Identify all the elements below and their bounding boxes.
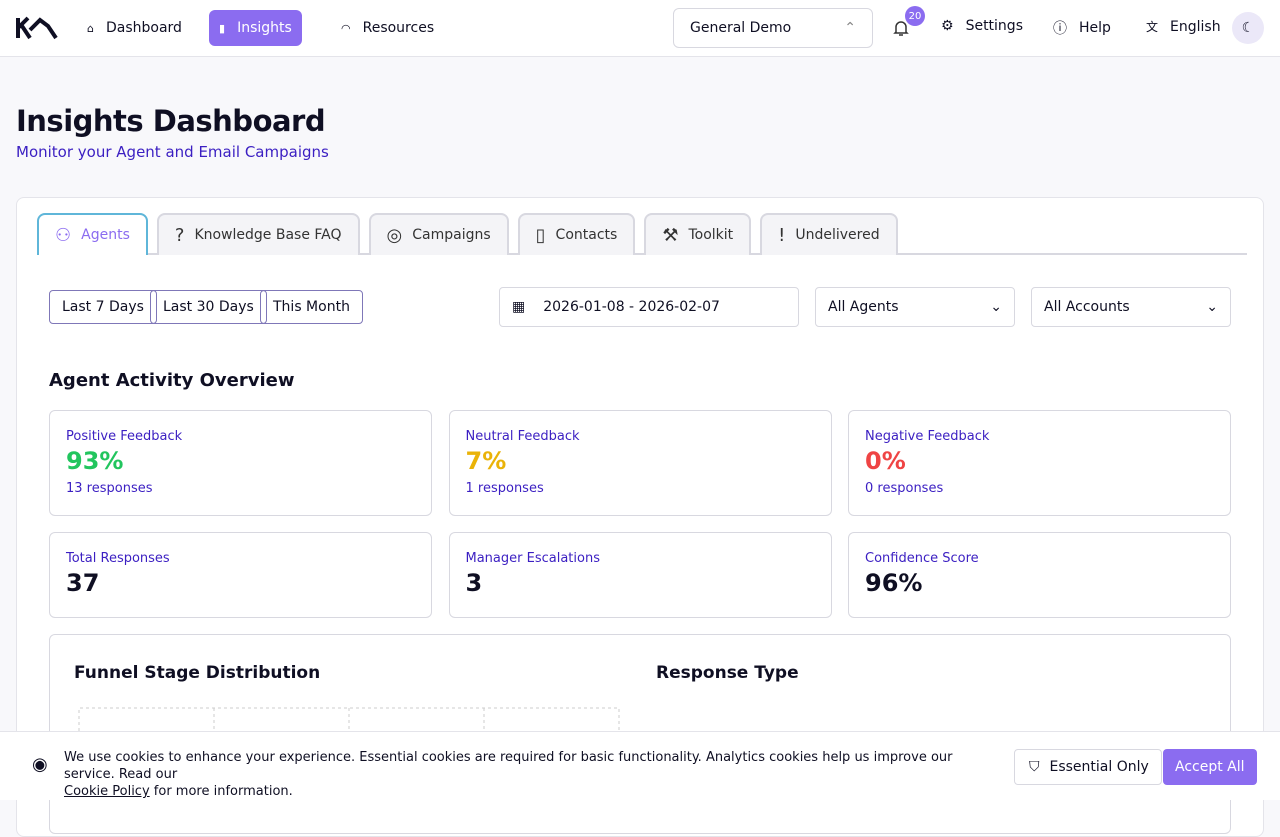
cookie-text: We use cookies to enhance your experienc… (64, 749, 984, 800)
gear-icon: ⚙ (941, 18, 954, 34)
logo[interactable] (16, 16, 58, 40)
nav-item[interactable]: ◠ Resources (331, 10, 444, 46)
cookie-banner: ◉ We use cookies to enhance your experie… (0, 731, 1280, 800)
stat-label: Confidence Score (865, 551, 979, 566)
stat-label: Positive Feedback (66, 429, 183, 444)
stat-value: 93% (66, 447, 124, 475)
cookie-icon: ◉ (32, 754, 48, 775)
stat-card: Manager Escalations 3 (448, 532, 832, 618)
stat-value: 3 (465, 569, 483, 597)
stat-sub: 1 responses (465, 481, 544, 496)
stat-value: 7% (465, 447, 507, 475)
language-select[interactable]: 文 English (1146, 18, 1221, 35)
tab-label: Contacts (555, 227, 618, 243)
essential-label: Essential Only (1049, 759, 1149, 775)
stat-card: Neutral Feedback 7% 1 responses (448, 410, 832, 516)
chevrons: ⌃ (844, 20, 856, 36)
calendar-icon: ▦ (512, 299, 526, 315)
stat-value: 0% (865, 447, 906, 475)
accounts-select[interactable]: All Accounts ⌄ (1031, 287, 1231, 327)
tab[interactable]: ◎ Campaigns (368, 213, 509, 255)
tab-icon: ◎ (386, 224, 403, 246)
page-title: Insights Dashboard (16, 104, 326, 138)
response-title: Response Type (656, 663, 799, 683)
funnel-title: Funnel Stage Distribution (74, 663, 321, 683)
agents-select[interactable]: All Agents ⌄ (815, 287, 1015, 327)
cookie-message: We use cookies to enhance your experienc… (64, 750, 953, 782)
tab[interactable]: ⚒ Toolkit (644, 213, 752, 255)
nav-item[interactable]: ⌂ Dashboard (77, 10, 192, 46)
cookie-after: for more information. (153, 784, 293, 799)
range-button[interactable]: Last 7 Days (49, 290, 157, 324)
bell-icon[interactable] (892, 19, 910, 37)
tab-label: Campaigns (412, 227, 491, 243)
nav-icon: ⌂ (87, 21, 94, 35)
workspace-name: General Demo (690, 20, 792, 36)
stat-label: Negative Feedback (865, 429, 990, 444)
date-picker[interactable]: ▦ 2026-01-08 - 2026-02-07 (499, 287, 799, 327)
workspace-select[interactable]: General Demo ⌃ (673, 8, 873, 48)
stat-label: Manager Escalations (465, 551, 600, 566)
nav-item[interactable]: ▮ Insights (209, 10, 302, 46)
accept-label: Accept All (1175, 759, 1245, 775)
tab[interactable]: ? Knowledge Base FAQ (156, 213, 360, 255)
theme-toggle[interactable]: ☾ (1232, 12, 1264, 44)
tab[interactable]: ! Undelivered (760, 213, 898, 255)
section-title: Agent Activity Overview (49, 370, 295, 391)
tab-label: Toolkit (688, 227, 734, 243)
date-range: 2026-01-08 - 2026-02-07 (543, 299, 720, 315)
tab-icon: ▯ (535, 224, 546, 246)
stat-card: Positive Feedback 93% 13 responses (49, 410, 432, 516)
tab-label: Knowledge Base FAQ (194, 227, 342, 243)
cookie-policy-link[interactable]: Cookie Policy (64, 784, 150, 799)
settings-link[interactable]: ⚙ Settings (941, 18, 1023, 34)
tab-icon: ? (174, 224, 185, 246)
help-link[interactable]: ⓘ Help (1053, 18, 1111, 38)
help-label: Help (1079, 20, 1111, 36)
tab-label: Agents (81, 227, 130, 243)
help-icon: ⓘ (1053, 21, 1067, 37)
tab[interactable]: ⚇ Agents (37, 213, 148, 255)
stat-sub: 13 responses (66, 481, 153, 496)
nav-label: Insights (237, 20, 292, 36)
chevron: ⌄ (1206, 299, 1218, 315)
nav-icon: ◠ (341, 21, 351, 35)
language-label: English (1170, 18, 1221, 35)
nav-label: Resources (362, 20, 435, 36)
stat-card: Confidence Score 96% (848, 532, 1231, 618)
tab[interactable]: ▯ Contacts (517, 213, 636, 255)
accept-button[interactable]: Accept All (1163, 749, 1257, 785)
tab-bar: ⚇ Agents? Knowledge Base FAQ ◎ Campaigns ▯ Con… (37, 213, 1247, 255)
stat-value: 37 (66, 569, 100, 597)
stat-value: 96% (865, 569, 923, 597)
notification-badge: 20 (905, 6, 925, 26)
settings-label: Settings (965, 18, 1023, 34)
tab-icon: ⚒ (662, 224, 679, 246)
stat-label: Total Responses (66, 551, 170, 566)
lang-icon: 文 (1146, 20, 1159, 34)
page-subtitle: Monitor your Agent and Email Campaigns (16, 143, 329, 161)
stat-card: Negative Feedback 0% 0 responses (848, 410, 1231, 516)
range-button[interactable]: This Month (260, 290, 363, 324)
tab-label: Undelivered (795, 227, 880, 243)
nav-icon: ▮ (219, 21, 226, 35)
shield-icon: ⛉ (1029, 759, 1040, 775)
stat-label: Neutral Feedback (465, 429, 580, 444)
tab-icon: ! (778, 224, 786, 246)
funnel-grid (78, 707, 620, 737)
content-card: ⚇ Agents? Knowledge Base FAQ ◎ Campaigns ▯ Con… (16, 197, 1264, 837)
stat-card: Total Responses 37 (49, 532, 432, 618)
agents-label: All Agents (828, 299, 899, 315)
range-button[interactable]: Last 30 Days (150, 290, 267, 324)
accounts-label: All Accounts (1044, 299, 1130, 315)
stat-sub: 0 responses (865, 481, 944, 496)
nav-label: Dashboard (105, 20, 182, 36)
top-bar: ⌂ Dashboard ▮ Insights ◠ Resources General De… (0, 0, 1280, 57)
tab-icon: ⚇ (55, 224, 72, 246)
chevron: ⌄ (990, 299, 1002, 315)
essential-button[interactable]: ⛉ Essential Only (1014, 749, 1162, 785)
